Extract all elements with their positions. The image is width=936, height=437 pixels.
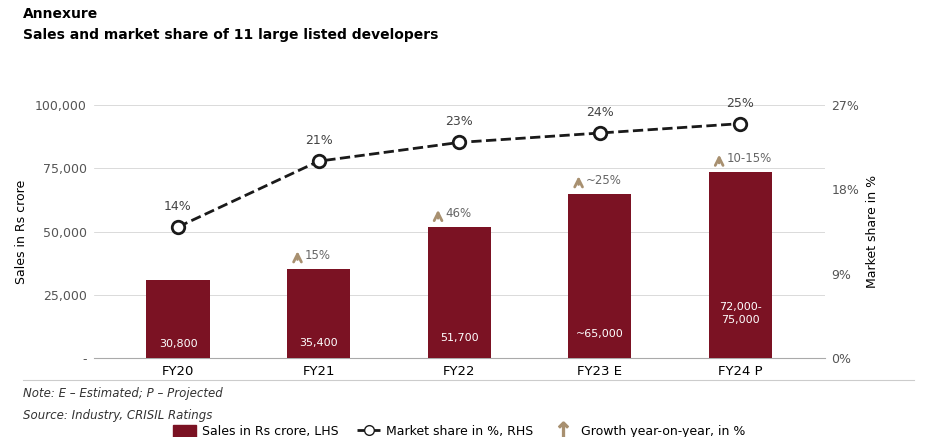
Bar bbox=[708, 172, 771, 358]
Text: 72,000-
75,000: 72,000- 75,000 bbox=[718, 302, 761, 325]
Text: 15%: 15% bbox=[304, 249, 330, 262]
Text: 24%: 24% bbox=[585, 106, 613, 119]
Bar bbox=[427, 227, 490, 358]
Text: 51,700: 51,700 bbox=[439, 333, 478, 343]
Text: ~65,000: ~65,000 bbox=[576, 329, 622, 339]
Text: 35,400: 35,400 bbox=[299, 337, 338, 347]
Text: Annexure: Annexure bbox=[23, 7, 98, 21]
Text: 21%: 21% bbox=[304, 134, 332, 147]
Bar bbox=[286, 269, 350, 358]
Y-axis label: Market share in %: Market share in % bbox=[866, 175, 878, 288]
Text: Note: E – Estimated; P – Projected: Note: E – Estimated; P – Projected bbox=[23, 387, 223, 400]
Text: ~25%: ~25% bbox=[585, 174, 621, 187]
Text: 30,800: 30,800 bbox=[158, 339, 197, 349]
Text: 25%: 25% bbox=[725, 97, 753, 110]
Text: Source: Industry, CRISIL Ratings: Source: Industry, CRISIL Ratings bbox=[23, 409, 212, 422]
Text: 10-15%: 10-15% bbox=[725, 152, 770, 165]
Bar bbox=[146, 280, 210, 358]
Text: Sales and market share of 11 large listed developers: Sales and market share of 11 large liste… bbox=[23, 28, 438, 42]
Y-axis label: Sales in Rs crore: Sales in Rs crore bbox=[15, 180, 28, 284]
Text: 14%: 14% bbox=[164, 200, 192, 213]
Text: 46%: 46% bbox=[445, 208, 471, 221]
Text: 23%: 23% bbox=[445, 115, 473, 128]
Bar bbox=[567, 194, 631, 358]
Legend: Sales in Rs crore, LHS, Market share in %, RHS, Growth year-on-year, in %: Sales in Rs crore, LHS, Market share in … bbox=[168, 420, 750, 437]
